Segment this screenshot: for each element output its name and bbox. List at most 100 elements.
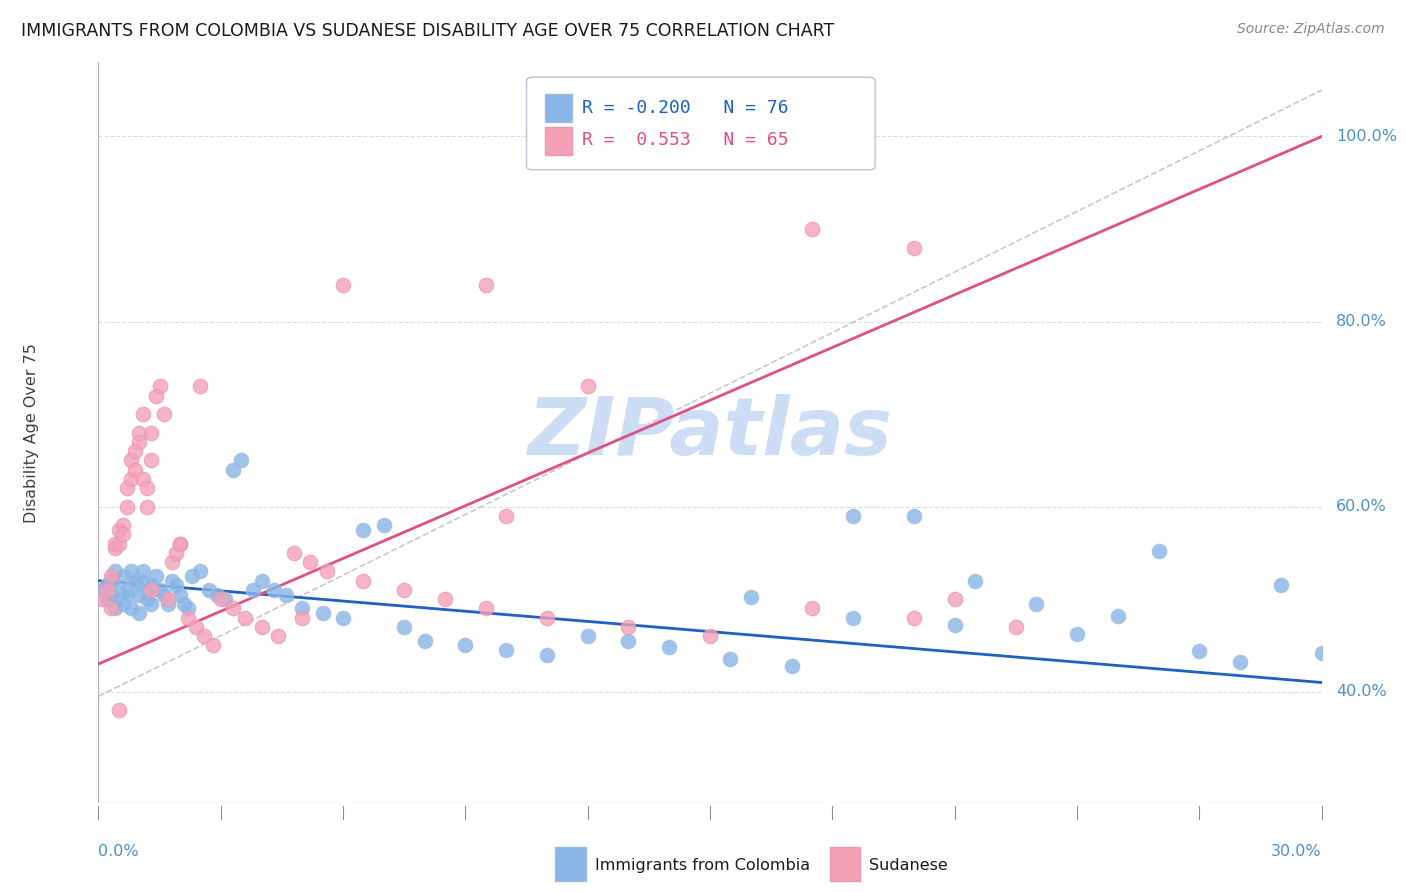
Point <box>965 574 987 588</box>
Point <box>474 277 498 292</box>
Point <box>617 633 640 648</box>
Point <box>96 592 118 607</box>
Point <box>1229 655 1251 669</box>
Point <box>1107 608 1129 623</box>
Point <box>141 453 163 467</box>
Point <box>1310 646 1333 660</box>
Point <box>128 588 150 602</box>
Point <box>332 277 354 292</box>
Point <box>332 611 354 625</box>
Point <box>108 703 131 717</box>
Point <box>242 582 264 597</box>
Point <box>291 601 314 615</box>
Point <box>96 582 118 597</box>
Text: 40.0%: 40.0% <box>1336 684 1388 699</box>
Text: IMMIGRANTS FROM COLOMBIA VS SUDANESE DISABILITY AGE OVER 75 CORRELATION CHART: IMMIGRANTS FROM COLOMBIA VS SUDANESE DIS… <box>21 22 834 40</box>
Point <box>740 591 762 605</box>
Point <box>169 588 191 602</box>
Point <box>352 523 374 537</box>
FancyBboxPatch shape <box>526 78 875 169</box>
Point <box>91 592 114 607</box>
Text: Source: ZipAtlas.com: Source: ZipAtlas.com <box>1237 22 1385 37</box>
Point <box>152 588 174 602</box>
Point <box>434 592 457 607</box>
Point <box>1025 597 1047 611</box>
Bar <box>546 94 572 121</box>
Point <box>263 582 285 597</box>
Point <box>1004 620 1026 634</box>
Point <box>943 592 966 607</box>
Point <box>801 601 824 615</box>
Point <box>454 639 477 653</box>
Point <box>188 379 212 393</box>
Point <box>160 555 183 569</box>
Point <box>145 569 167 583</box>
Point <box>299 555 322 569</box>
Point <box>136 582 159 597</box>
Text: R = -0.200   N = 76: R = -0.200 N = 76 <box>582 99 789 117</box>
Point <box>124 574 146 588</box>
Point <box>177 611 200 625</box>
Point <box>115 582 138 597</box>
Point <box>120 565 142 579</box>
Point <box>222 601 245 615</box>
Point <box>576 379 599 393</box>
Point <box>903 611 925 625</box>
Point <box>120 453 142 467</box>
Point <box>104 565 127 579</box>
Text: R =  0.553   N = 65: R = 0.553 N = 65 <box>582 131 789 149</box>
Point <box>1147 544 1170 558</box>
Point <box>841 611 863 625</box>
Point <box>132 574 155 588</box>
Point <box>165 578 187 592</box>
Point <box>197 582 219 597</box>
Point <box>250 620 273 634</box>
Point <box>156 592 179 607</box>
Point <box>186 620 208 634</box>
Point <box>141 582 163 597</box>
Point <box>128 434 150 449</box>
Point <box>315 565 337 579</box>
Point <box>124 578 146 592</box>
Point <box>111 527 134 541</box>
Point <box>104 537 127 551</box>
Point <box>841 508 863 523</box>
Point <box>495 643 517 657</box>
Point <box>136 500 159 514</box>
Point <box>104 601 127 615</box>
Point <box>209 592 232 607</box>
Point <box>128 425 150 440</box>
Point <box>108 592 131 607</box>
Point <box>536 611 558 625</box>
Text: 80.0%: 80.0% <box>1336 314 1388 329</box>
Point <box>108 523 131 537</box>
Point <box>214 592 236 607</box>
Point <box>222 463 245 477</box>
Point <box>169 537 191 551</box>
Point <box>141 425 163 440</box>
Point <box>536 648 558 662</box>
Point <box>149 582 172 597</box>
Point <box>1351 569 1374 583</box>
Point <box>115 588 138 602</box>
Point <box>152 407 174 421</box>
Point <box>233 611 256 625</box>
Point <box>149 379 172 393</box>
Text: Sudanese: Sudanese <box>869 858 948 872</box>
Point <box>718 652 742 666</box>
Point <box>136 481 159 495</box>
Point <box>903 508 925 523</box>
Point <box>177 601 200 615</box>
Point <box>231 453 253 467</box>
Point <box>1270 578 1292 592</box>
Point <box>100 574 122 588</box>
Point <box>132 407 155 421</box>
Point <box>205 588 228 602</box>
Point <box>699 629 721 643</box>
Point <box>576 629 599 643</box>
Point <box>111 597 134 611</box>
Point <box>495 508 517 523</box>
Bar <box>546 127 572 155</box>
Point <box>100 569 122 583</box>
Point <box>181 569 204 583</box>
